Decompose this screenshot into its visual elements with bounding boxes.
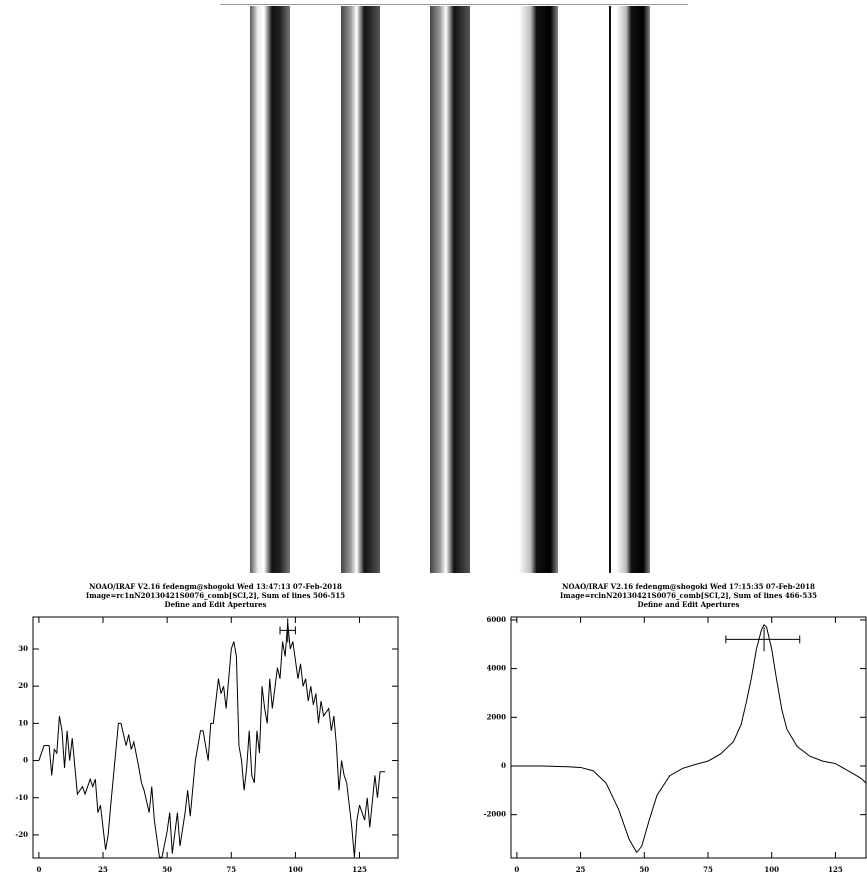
x-tick-label: 125 — [352, 865, 367, 874]
spectrum-strip — [250, 6, 290, 573]
chart-title: Define and Edit Apertures — [638, 600, 740, 609]
y-tick-label: -20 — [15, 830, 28, 839]
plots: NOAO/IRAF V2.16 fedengm@shogoki Wed 13:4… — [15, 582, 867, 874]
x-tick-label: 0 — [514, 865, 519, 874]
y-tick-label: 4000 — [487, 664, 507, 673]
chart-title: Image=rclnN20130421S0076_comb[SCI,2], Su… — [560, 591, 817, 600]
profile-line — [38, 622, 386, 858]
chart-title: Image=rc1nN20130421S0076_comb[SCI,2], Su… — [86, 591, 345, 600]
x-tick-label: 100 — [764, 865, 779, 874]
y-tick-label: 2000 — [487, 712, 507, 721]
x-tick-label: 50 — [639, 865, 649, 874]
x-tick-label: 125 — [828, 865, 843, 874]
x-tick-label: 75 — [703, 865, 713, 874]
x-tick-label: 0 — [36, 865, 41, 874]
y-tick-label: 10 — [18, 718, 28, 727]
profile-line — [516, 623, 867, 854]
y-tick-label: 30 — [18, 644, 28, 653]
spectrum-strip — [616, 6, 650, 573]
y-tick-label: 6000 — [487, 615, 507, 624]
y-tick-label: -10 — [15, 793, 28, 802]
x-tick-label: 75 — [226, 865, 236, 874]
spectrum-strip — [519, 6, 558, 573]
plot-frame — [510, 616, 867, 859]
y-tick-label: 20 — [18, 681, 28, 690]
chart-title: Define and Edit Apertures — [165, 600, 267, 609]
spectrum-strip — [609, 6, 611, 573]
y-tick-label: 0 — [23, 756, 28, 765]
spectrum-strip — [341, 6, 380, 573]
spectrum-strip — [430, 6, 470, 573]
y-tick-label: 0 — [501, 761, 506, 770]
x-tick-label: 100 — [288, 865, 303, 874]
chart-title: NOAO/IRAF V2.16 fedengm@shogoki Wed 17:1… — [562, 582, 815, 591]
x-tick-label: 25 — [98, 865, 108, 874]
y-tick-label: -2000 — [484, 810, 507, 819]
plot-frame — [32, 616, 399, 859]
spectra-image — [220, 4, 688, 573]
x-tick-label: 50 — [162, 865, 172, 874]
chart-title: NOAO/IRAF V2.16 fedengm@shogoki Wed 13:4… — [89, 582, 342, 591]
x-tick-label: 25 — [576, 865, 586, 874]
